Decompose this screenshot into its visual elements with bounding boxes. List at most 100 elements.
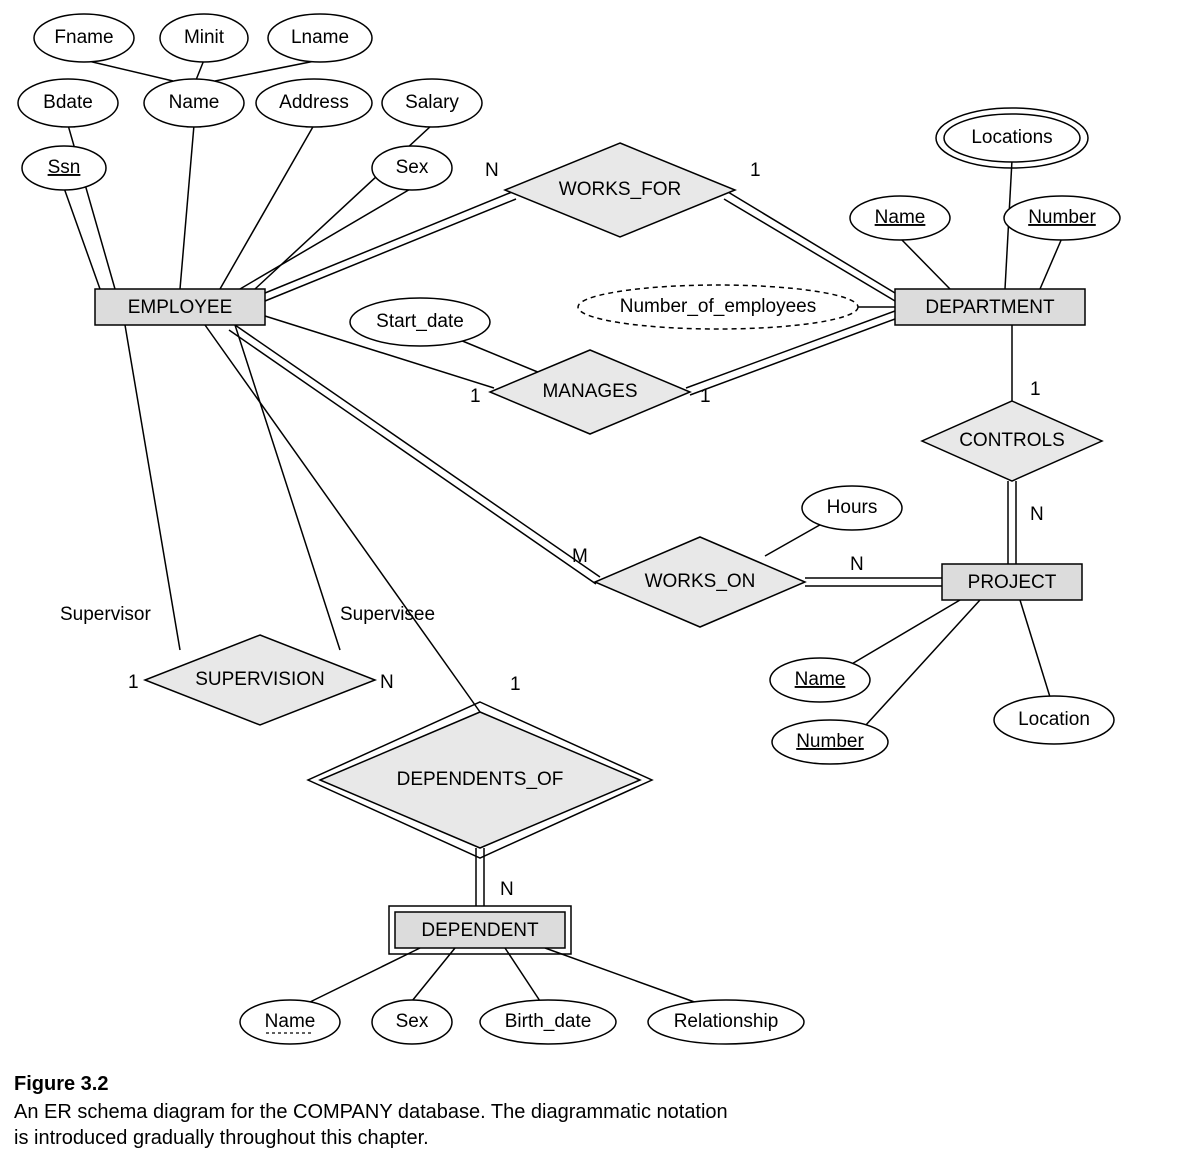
card-controls-dept: 1 — [1030, 379, 1041, 400]
attr-name-dep: Name — [240, 1000, 340, 1044]
line-locationproj-project — [1020, 600, 1050, 697]
line-lname-name — [215, 60, 320, 81]
attr-fname: Fname — [34, 14, 134, 62]
svg-text:Location: Location — [1018, 709, 1090, 730]
er-diagram: WORKS_FOR MANAGES CONTROLS WORKS_ON SUPE… — [0, 0, 1201, 1158]
svg-text:Lname: Lname — [291, 27, 349, 48]
entity-department: DEPARTMENT — [895, 289, 1085, 325]
svg-text:Name: Name — [265, 1011, 316, 1032]
card-worksfor-dept: 1 — [750, 160, 761, 181]
entity-dependent: DEPENDENT — [389, 906, 571, 954]
svg-text:DEPARTMENT: DEPARTMENT — [925, 297, 1055, 318]
attr-hours: Hours — [802, 486, 902, 530]
attr-number-dept: Number — [1004, 196, 1120, 240]
line-namedep-dependent — [310, 948, 420, 1002]
attr-bdate: Bdate — [18, 79, 118, 127]
attr-number-proj: Number — [772, 720, 888, 764]
entity-project: PROJECT — [942, 564, 1082, 600]
role-supervisee: Supervisee — [340, 604, 435, 625]
line-sexdep-dependent — [412, 948, 455, 1001]
svg-text:Minit: Minit — [184, 27, 225, 48]
edge-project-controls — [1008, 481, 1016, 564]
svg-text:Name: Name — [795, 669, 846, 690]
svg-text:CONTROLS: CONTROLS — [959, 430, 1065, 451]
relationship-works-for: WORKS_FOR — [505, 143, 735, 237]
card-manages-emp: 1 — [470, 386, 481, 407]
line-sex-employee — [240, 188, 412, 289]
card-manages-dept: 1 — [700, 386, 711, 407]
svg-text:Number: Number — [796, 731, 864, 752]
attr-name-dept: Name — [850, 196, 950, 240]
card-supervision-supervisee: N — [380, 672, 394, 693]
line-relationship-dependent — [545, 948, 700, 1004]
line-name-employee — [180, 125, 194, 289]
svg-text:Relationship: Relationship — [674, 1011, 779, 1032]
entity-employee: EMPLOYEE — [95, 289, 265, 325]
card-controls-proj: N — [1030, 504, 1044, 525]
attr-sex-dep: Sex — [372, 1000, 452, 1044]
edge-project-workson — [805, 578, 942, 586]
edge-employee-worksfor — [265, 192, 516, 301]
line-namedept-dept — [900, 238, 950, 289]
attr-name-proj: Name — [770, 658, 870, 702]
card-supervision-supervisor: 1 — [128, 672, 139, 693]
card-dependentsof-emp: 1 — [510, 674, 521, 695]
attr-ssn: Ssn — [22, 146, 106, 190]
edge-supervisor-supervision — [125, 325, 180, 650]
svg-text:Address: Address — [279, 92, 349, 113]
svg-text:Number: Number — [1028, 207, 1096, 228]
attr-sex-emp: Sex — [372, 146, 452, 190]
svg-text:Ssn: Ssn — [48, 157, 81, 178]
relationship-controls: CONTROLS — [922, 401, 1102, 481]
line-hours-workson — [765, 522, 825, 556]
relationship-dependents-of: DEPENDENTS_OF — [308, 702, 652, 858]
svg-text:WORKS_ON: WORKS_ON — [645, 571, 756, 592]
svg-text:Fname: Fname — [54, 27, 113, 48]
line-nameproj-project — [850, 600, 960, 665]
svg-text:DEPENDENTS_OF: DEPENDENTS_OF — [397, 769, 564, 790]
edge-supervisee-supervision — [235, 325, 340, 650]
role-supervisor: Supervisor — [60, 604, 151, 625]
attr-num-employees: Number_of_employees — [578, 285, 858, 329]
line-startdate-manages — [460, 340, 545, 375]
line-numberdept-dept — [1040, 238, 1062, 289]
line-fname-name — [84, 60, 173, 81]
line-ssn-employee — [64, 188, 100, 289]
attr-birth-date: Birth_date — [480, 1000, 616, 1044]
attr-name-emp: Name — [144, 79, 244, 127]
svg-text:Locations: Locations — [971, 127, 1052, 148]
attr-relationship-dep: Relationship — [648, 1000, 804, 1044]
line-numberproj-project — [865, 600, 980, 726]
svg-text:SUPERVISION: SUPERVISION — [195, 669, 325, 690]
attr-address: Address — [256, 79, 372, 127]
svg-text:MANAGES: MANAGES — [542, 381, 637, 402]
card-workson-emp: M — [572, 546, 588, 567]
svg-text:Hours: Hours — [827, 497, 878, 518]
attr-minit: Minit — [160, 14, 248, 62]
svg-text:Start_date: Start_date — [376, 311, 464, 332]
attr-lname: Lname — [268, 14, 372, 62]
svg-text:Salary: Salary — [405, 92, 459, 113]
svg-text:PROJECT: PROJECT — [968, 572, 1057, 593]
card-dependentsof-dep: N — [500, 879, 514, 900]
card-worksfor-emp: N — [485, 160, 499, 181]
svg-text:DEPENDENT: DEPENDENT — [421, 920, 539, 941]
attr-salary: Salary — [382, 79, 482, 127]
svg-text:Sex: Sex — [396, 1011, 429, 1032]
attr-start-date: Start_date — [350, 298, 490, 346]
card-workson-proj: N — [850, 554, 864, 575]
svg-text:EMPLOYEE: EMPLOYEE — [128, 297, 233, 318]
line-minit-name — [196, 60, 204, 80]
svg-text:Name: Name — [875, 207, 926, 228]
figure-caption-line2: is introduced gradually throughout this … — [14, 1127, 429, 1149]
line-address-employee — [220, 125, 314, 289]
line-birthdate-dependent — [505, 948, 540, 1001]
figure-caption-line1: An ER schema diagram for the COMPANY dat… — [14, 1101, 728, 1123]
figure-caption-title: Figure 3.2 — [14, 1073, 108, 1095]
attr-locations: Locations — [936, 108, 1088, 168]
attr-location-proj: Location — [994, 696, 1114, 744]
svg-text:Number_of_employees: Number_of_employees — [620, 296, 816, 317]
svg-text:WORKS_FOR: WORKS_FOR — [559, 179, 681, 200]
svg-text:Bdate: Bdate — [43, 92, 93, 113]
relationship-manages: MANAGES — [490, 350, 690, 434]
